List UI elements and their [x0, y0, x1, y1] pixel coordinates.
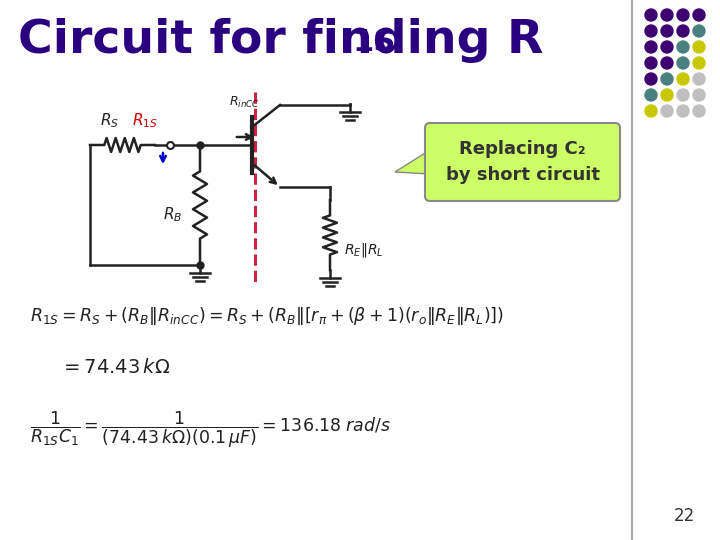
Circle shape: [661, 41, 673, 53]
Circle shape: [693, 41, 705, 53]
Text: $\dfrac{1}{R_{1S}C_1} = \dfrac{1}{(74.43\,k\Omega)(0.1\,\mu F)} = 136.18\;rad/s$: $\dfrac{1}{R_{1S}C_1} = \dfrac{1}{(74.43…: [30, 410, 391, 450]
Circle shape: [661, 105, 673, 117]
Circle shape: [677, 73, 689, 85]
Circle shape: [693, 57, 705, 69]
Text: $R_{1S}$: $R_{1S}$: [132, 111, 158, 130]
Circle shape: [645, 73, 657, 85]
Text: Circuit for finding R: Circuit for finding R: [18, 18, 544, 63]
Circle shape: [661, 9, 673, 21]
Text: $R_{inCC}$: $R_{inCC}$: [228, 95, 259, 110]
Circle shape: [661, 73, 673, 85]
Circle shape: [661, 57, 673, 69]
Circle shape: [645, 89, 657, 101]
Circle shape: [677, 57, 689, 69]
Text: $R_S$: $R_S$: [101, 111, 120, 130]
Text: $R_{1S} = R_S + (R_B \| R_{inCC}) = R_S + (R_B \| [r_\pi + (\beta+1)(r_o \| R_E : $R_{1S} = R_S + (R_B \| R_{inCC}) = R_S …: [30, 305, 504, 327]
Polygon shape: [395, 150, 430, 174]
Circle shape: [677, 9, 689, 21]
Circle shape: [677, 105, 689, 117]
Circle shape: [645, 57, 657, 69]
Text: $R_B$: $R_B$: [163, 206, 182, 224]
Circle shape: [645, 25, 657, 37]
Circle shape: [645, 105, 657, 117]
Text: 1S: 1S: [352, 28, 395, 57]
Circle shape: [661, 25, 673, 37]
Text: 22: 22: [674, 507, 695, 525]
Circle shape: [693, 89, 705, 101]
Text: Replacing C₂
by short circuit: Replacing C₂ by short circuit: [446, 140, 600, 184]
FancyBboxPatch shape: [425, 123, 620, 201]
Text: $= 74.43\,k\Omega$: $= 74.43\,k\Omega$: [60, 358, 171, 377]
Circle shape: [693, 9, 705, 21]
Text: $R_E \| R_L$: $R_E \| R_L$: [344, 241, 384, 259]
Circle shape: [693, 105, 705, 117]
Circle shape: [645, 9, 657, 21]
Circle shape: [677, 25, 689, 37]
Circle shape: [677, 89, 689, 101]
Circle shape: [693, 73, 705, 85]
Circle shape: [661, 89, 673, 101]
Circle shape: [677, 41, 689, 53]
Circle shape: [645, 41, 657, 53]
Circle shape: [693, 25, 705, 37]
